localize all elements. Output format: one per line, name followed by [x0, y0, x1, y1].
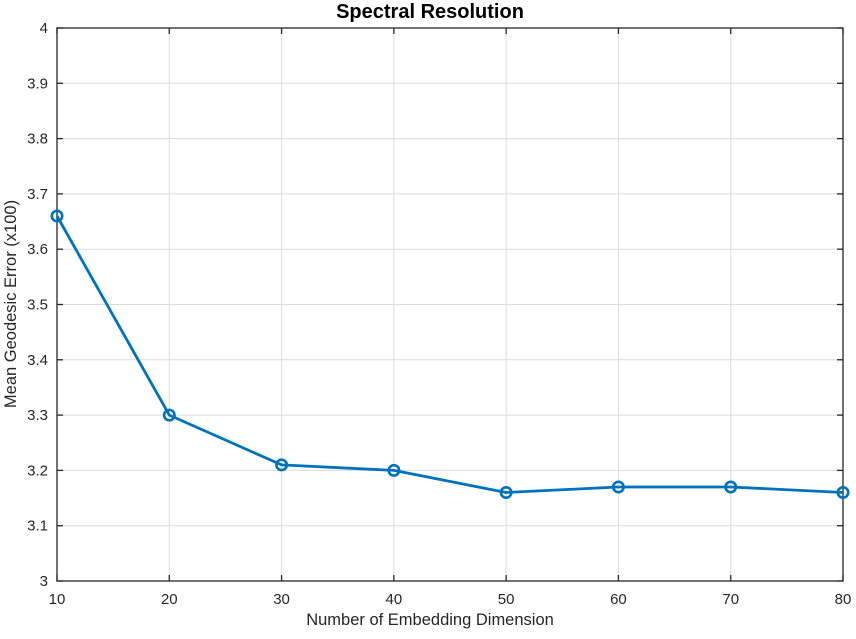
x-tick-label: 70 — [722, 591, 739, 608]
y-tick-label: 3.2 — [27, 462, 48, 479]
data-point-marker — [387, 463, 401, 477]
y-axis-label: Mean Geodesic Error (x100) — [2, 199, 20, 409]
data-point-marker — [275, 458, 289, 472]
x-tick-label: 60 — [610, 591, 627, 608]
data-line — [55, 215, 844, 494]
y-tick-label: 3.8 — [27, 131, 48, 148]
x-tick-label: 30 — [273, 591, 290, 608]
data-point-marker — [50, 209, 64, 223]
data-point-marker — [724, 480, 738, 494]
y-tick-label: 3.4 — [27, 352, 48, 369]
chart-title: Spectral Resolution — [336, 1, 524, 23]
y-tick-label: 3.7 — [27, 186, 48, 203]
data-point-marker — [836, 485, 850, 499]
y-tick-label: 3.5 — [27, 297, 48, 314]
data-point-marker — [611, 480, 625, 494]
y-tick-label: 3.1 — [27, 518, 48, 535]
y-tick-label: 3.9 — [27, 75, 48, 92]
y-tick-label: 3.3 — [27, 407, 48, 424]
y-tick-label: 4 — [40, 20, 48, 37]
x-tick-label: 20 — [161, 591, 178, 608]
y-tick-label: 3 — [40, 573, 48, 590]
x-axis-label: Number of Embedding Dimension — [306, 611, 554, 629]
x-tick-label: 50 — [498, 591, 515, 608]
y-tick-label: 3.6 — [27, 241, 48, 258]
x-tick-label: 80 — [835, 591, 852, 608]
x-tick-label: 40 — [386, 591, 403, 608]
data-point-marker — [499, 485, 513, 499]
data-point-marker — [162, 408, 176, 422]
x-tick-label: 10 — [49, 591, 66, 608]
